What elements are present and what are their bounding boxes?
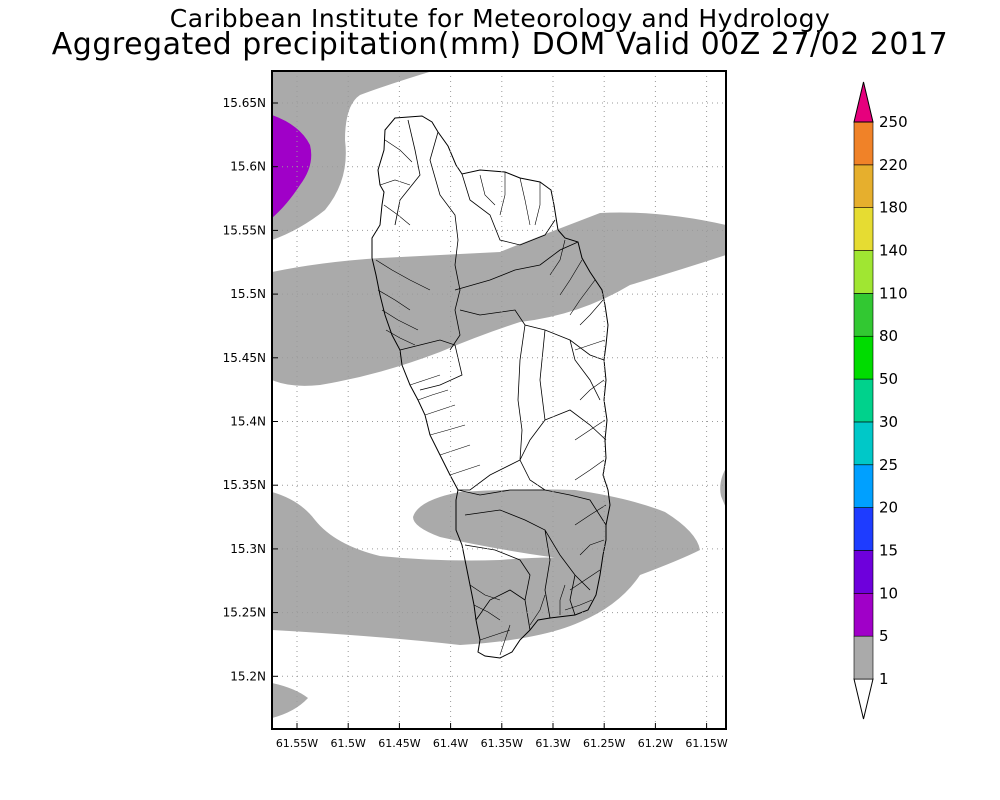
y-tick-label: 15.4N [230, 415, 266, 429]
shade-1-5mm-northwest [272, 71, 433, 240]
legend-label: 50 [879, 370, 898, 388]
y-tick-label: 15.5N [230, 287, 266, 301]
legend-swatch [853, 164, 874, 208]
shade-5-10mm-northwest [272, 115, 312, 218]
legend-label: 30 [879, 413, 898, 431]
x-tick-label: 61.4W [433, 737, 468, 750]
legend-swatch [853, 207, 874, 251]
legend-swatch [853, 550, 874, 594]
legend-label: 80 [879, 327, 898, 345]
legend-swatch [853, 421, 874, 466]
x-tick-label: 61.3W [535, 737, 570, 750]
x-axis-ticks: 61.55W 61.5W 61.45W 61.4W 61.35W 61.3W 61.25W 6… [276, 723, 728, 750]
legend-arrow-low [853, 678, 874, 720]
legend-swatch [853, 293, 874, 337]
legend-swatch [853, 121, 874, 166]
title-line-1: Caribbean Institute for Meteorology and … [169, 4, 831, 33]
grid-lines [272, 71, 726, 729]
legend-label: 20 [879, 499, 898, 517]
x-tick-label: 61.55W [276, 737, 318, 750]
x-tick-label: 61.45W [378, 737, 420, 750]
x-tick-label: 61.2W [638, 737, 673, 750]
x-tick-label: 61.15W [685, 737, 727, 750]
shade-1-5mm-central-band [272, 212, 726, 386]
legend-label: 25 [879, 456, 898, 474]
legend-swatch [853, 335, 874, 380]
y-tick-label: 15.3N [230, 542, 266, 556]
plot-frame [271, 70, 727, 730]
y-tick-label: 15.6N [230, 160, 266, 174]
island-coastline [371, 115, 611, 659]
y-tick-label: 15.2N [230, 669, 266, 683]
legend-swatch [853, 378, 874, 423]
legend-label: 110 [879, 284, 908, 302]
legend-label: 15 [879, 541, 898, 559]
legend-label: 250 [879, 113, 908, 131]
island-streams [375, 139, 607, 656]
legend-label: 5 [879, 627, 889, 645]
shade-1-5mm-southwest [272, 683, 308, 718]
legend-label: 180 [879, 199, 908, 217]
y-tick-label: 15.25N [223, 606, 266, 620]
legend-arrow-high [853, 81, 874, 123]
precipitation-shading [272, 71, 726, 718]
legend-label: 1 [879, 670, 889, 688]
y-tick-label: 15.45N [223, 351, 266, 365]
title-line-2: Aggregated precipitation(mm) DOM Valid 0… [51, 27, 949, 62]
dominica-island [371, 115, 611, 659]
y-tick-label: 15.35N [223, 478, 266, 492]
legend-swatch [853, 635, 874, 680]
shade-1-5mm-southern-band [272, 489, 700, 645]
shade-1-5mm-east-edge [720, 468, 726, 508]
x-tick-label: 61.35W [481, 737, 523, 750]
legend-swatch [853, 507, 874, 551]
x-tick-label: 61.25W [583, 737, 625, 750]
legend-swatch [853, 250, 874, 294]
y-tick-label: 15.55N [223, 223, 266, 237]
y-tick-label: 15.65N [223, 96, 266, 110]
legend-label: 10 [879, 584, 898, 602]
legend-swatch [853, 593, 874, 637]
legend-label: 220 [879, 156, 908, 174]
legend-label: 140 [879, 242, 908, 260]
legend-swatch [853, 464, 874, 508]
x-tick-label: 61.5W [331, 737, 366, 750]
y-axis-ticks: 15.65N 15.6N 15.55N 15.5N 15.45N 15.4N 15.35N 1… [223, 96, 278, 683]
island-inner-boundary [394, 119, 607, 631]
